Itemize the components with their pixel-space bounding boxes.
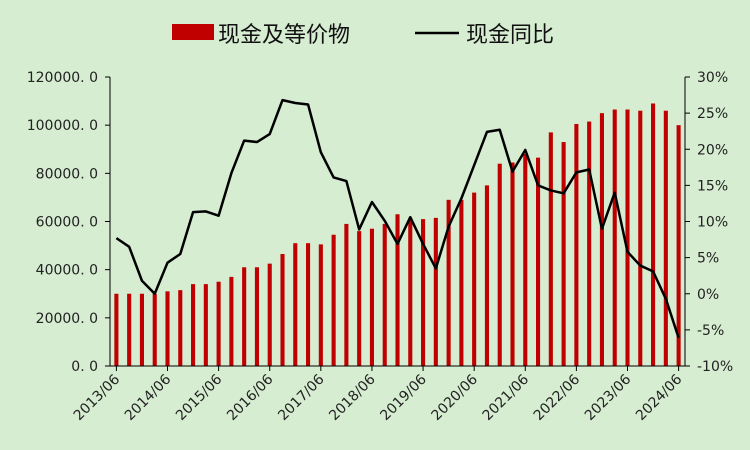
right-tick-label: 15% [697, 178, 728, 194]
bar-2014Q1 [152, 293, 157, 366]
left-tick-label: 20000. 0 [36, 311, 98, 327]
x-tick-label: 2023/06 [582, 371, 635, 424]
x-tick-label: 2015/06 [173, 371, 226, 424]
bar-2017Q4 [344, 223, 349, 366]
right-axis-ticks: -10% -5% 0% 5% 10% 15% 20% 25% 30% [685, 70, 733, 375]
bar-2015Q1 [203, 284, 208, 366]
bar-2014Q4 [191, 284, 196, 366]
left-tick-label: 120000. 0 [27, 70, 98, 86]
x-tick-label: 2022/06 [531, 371, 584, 424]
x-tick-label: 2024/06 [633, 371, 686, 424]
bar-2022Q2 [574, 123, 579, 367]
x-axis-ticks: 2013/062014/062015/062016/062017/062018/… [71, 366, 686, 424]
bar-2016Q3 [280, 254, 285, 366]
bar-2021Q4 [548, 132, 553, 366]
right-tick-label: 10% [697, 215, 728, 231]
right-tick-label: 20% [697, 142, 728, 158]
x-tick-label: 2013/06 [71, 371, 124, 424]
left-tick-label: 100000. 0 [27, 118, 98, 134]
bar-2020Q3 [484, 185, 489, 367]
x-tick-label: 2018/06 [326, 371, 379, 424]
x-tick-label: 2021/06 [480, 371, 533, 424]
line-yoy [115, 98, 680, 339]
bar-2021Q1 [510, 162, 515, 366]
bar-2018Q4 [395, 214, 400, 366]
bar-2018Q1 [357, 231, 362, 366]
left-axis-ticks: 0. 0 20000. 0 40000. 0 60000. 0 80000. 0 1000… [27, 70, 110, 375]
bar-2017Q1 [306, 243, 311, 366]
bar-2024Q1 [663, 110, 668, 366]
x-tick-label: 2016/06 [224, 371, 277, 424]
right-tick-label: 5% [697, 251, 719, 267]
left-tick-label: 0. 0 [71, 359, 98, 375]
legend-swatch-bar [172, 24, 214, 40]
bar-2024Q2 [676, 125, 681, 366]
left-tick-label: 80000. 0 [36, 166, 98, 182]
bar-2018Q2 [369, 228, 374, 366]
bar-series [114, 103, 681, 367]
right-tick-label: 25% [697, 106, 728, 122]
right-tick-label: -10% [697, 359, 733, 375]
bar-2019Q1 [408, 217, 413, 366]
right-tick-label: 30% [697, 70, 728, 86]
bar-2022Q3 [587, 121, 592, 366]
bar-2016Q1 [254, 267, 259, 366]
bar-2013Q3 [127, 293, 132, 366]
bar-2020Q1 [459, 199, 464, 366]
bar-2018Q3 [382, 223, 387, 366]
bar-2013Q4 [139, 293, 144, 366]
left-tick-label: 40000. 0 [36, 263, 98, 279]
bar-2017Q3 [331, 234, 336, 366]
bar-2020Q4 [497, 163, 502, 366]
bar-2014Q3 [178, 290, 183, 366]
right-tick-label: -5% [697, 323, 724, 339]
bar-2017Q2 [318, 244, 323, 366]
x-tick-label: 2019/06 [377, 371, 430, 424]
bar-2022Q4 [599, 113, 604, 367]
bar-2023Q3 [638, 110, 643, 366]
bar-2023Q4 [651, 103, 656, 367]
right-tick-label: 0% [697, 287, 719, 303]
bar-2015Q2 [216, 281, 221, 366]
left-tick-label: 60000. 0 [36, 215, 98, 231]
bar-2022Q1 [561, 142, 566, 366]
bar-2020Q2 [472, 192, 477, 366]
bar-2021Q3 [536, 157, 541, 366]
bar-2019Q4 [446, 199, 451, 366]
legend: 现金及等价物 现金同比 [172, 23, 554, 48]
bar-2016Q2 [267, 263, 272, 366]
legend-label-line: 现金同比 [466, 23, 554, 48]
legend-label-bar: 现金及等价物 [218, 23, 350, 48]
bar-2019Q2 [421, 219, 426, 366]
bar-2021Q2 [523, 154, 528, 366]
bar-2016Q4 [293, 243, 298, 366]
bar-2014Q2 [165, 291, 170, 366]
bar-2023Q2 [625, 109, 630, 366]
bar-2015Q4 [242, 267, 247, 366]
x-tick-label: 2017/06 [275, 371, 328, 424]
x-tick-label: 2020/06 [429, 371, 482, 424]
bar-2019Q3 [433, 217, 438, 366]
line-series [115, 98, 680, 339]
bar-2015Q3 [229, 276, 234, 366]
x-tick-label: 2014/06 [122, 371, 175, 424]
bar-2023Q1 [612, 109, 617, 366]
bar-2013Q2 [114, 293, 119, 366]
